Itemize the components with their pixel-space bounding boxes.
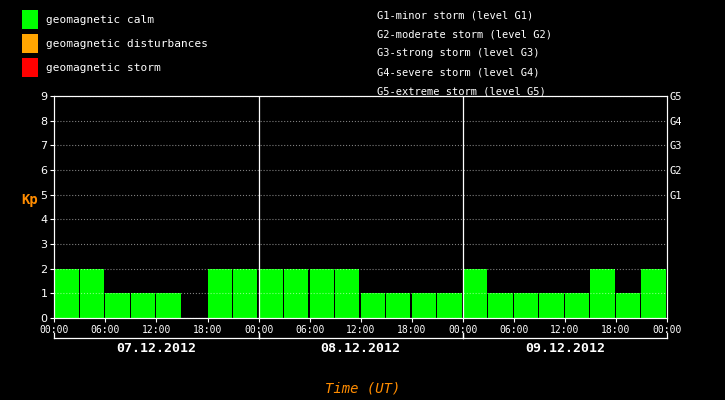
Bar: [514, 293, 538, 318]
Bar: [335, 269, 360, 318]
Bar: [565, 293, 589, 318]
Bar: [360, 293, 385, 318]
Bar: [233, 269, 257, 318]
Text: geomagnetic calm: geomagnetic calm: [46, 15, 154, 25]
Bar: [412, 293, 436, 318]
Text: G4-severe storm (level G4): G4-severe storm (level G4): [377, 68, 539, 78]
Bar: [463, 269, 487, 318]
Bar: [616, 293, 640, 318]
Bar: [80, 269, 104, 318]
Bar: [590, 269, 615, 318]
Bar: [489, 293, 513, 318]
Bar: [207, 269, 232, 318]
Bar: [259, 269, 283, 318]
Bar: [157, 293, 181, 318]
Text: 08.12.2012: 08.12.2012: [320, 342, 401, 355]
Text: geomagnetic disturbances: geomagnetic disturbances: [46, 39, 208, 49]
Text: G1-minor storm (level G1): G1-minor storm (level G1): [377, 10, 534, 20]
Bar: [539, 293, 563, 318]
Bar: [437, 293, 462, 318]
Bar: [105, 293, 130, 318]
Text: geomagnetic storm: geomagnetic storm: [46, 63, 161, 73]
Bar: [310, 269, 334, 318]
Text: G3-strong storm (level G3): G3-strong storm (level G3): [377, 48, 539, 58]
Text: G5-extreme storm (level G5): G5-extreme storm (level G5): [377, 87, 546, 97]
Bar: [54, 269, 78, 318]
Text: 07.12.2012: 07.12.2012: [117, 342, 196, 355]
Bar: [131, 293, 155, 318]
Text: 09.12.2012: 09.12.2012: [525, 342, 605, 355]
Text: Time (UT): Time (UT): [325, 381, 400, 395]
Text: G2-moderate storm (level G2): G2-moderate storm (level G2): [377, 29, 552, 39]
Bar: [642, 269, 666, 318]
Y-axis label: Kp: Kp: [21, 193, 38, 207]
Bar: [284, 269, 308, 318]
Bar: [386, 293, 410, 318]
